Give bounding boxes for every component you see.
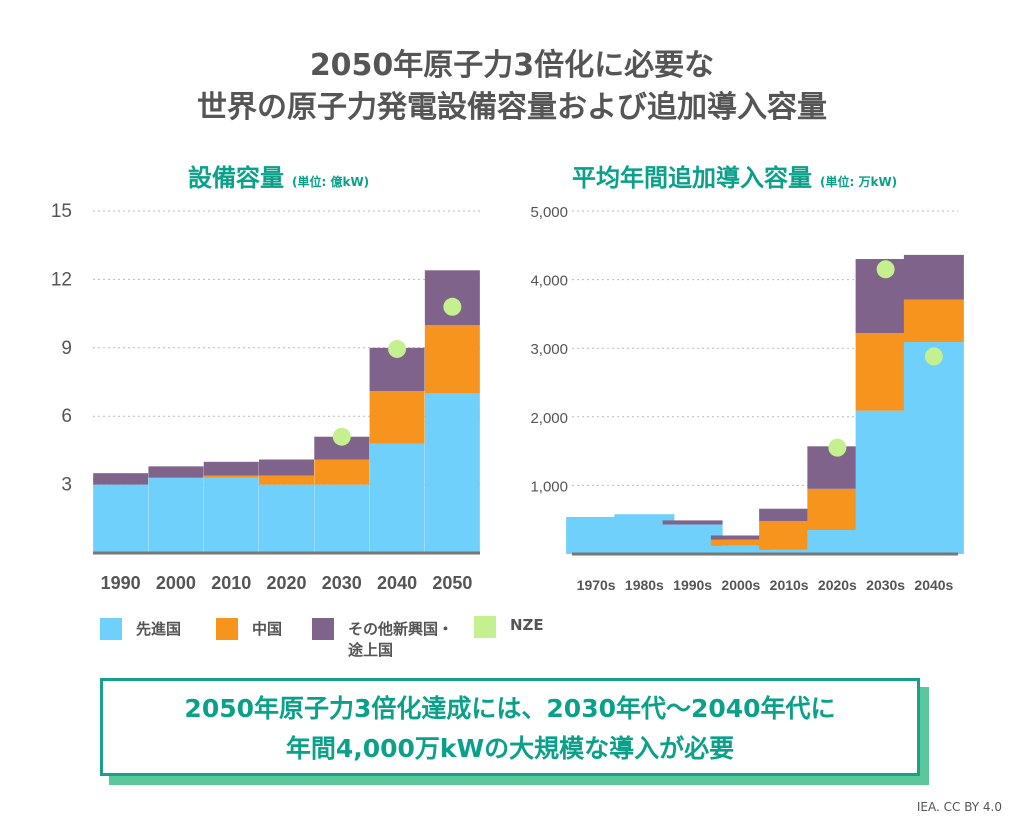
nze-point [443,297,462,316]
bar-segment [203,477,259,553]
x-tick-label: 2000 [156,573,196,593]
bar-segment [710,545,771,554]
legend-swatch [216,618,238,640]
title-line1: 2050年原子力3倍化に必要な [309,48,715,83]
source-credit: IEA. CC BY 4.0 [916,800,1002,814]
nze-point [332,427,351,446]
y-tick-label: 15 [51,201,72,222]
legend-label: 中国 [252,620,283,638]
legend-advanced: 先進国 [100,618,181,640]
bar-segment [662,520,723,525]
bar-segment [203,461,259,476]
y-tick-label: 12 [51,269,72,290]
x-tick-label: 2030 [322,573,362,593]
nze-point [924,347,943,366]
charts-svg: 3 6 9 12 15 1990 2000 2010 2020 2030 2040 2050 1,000… [51,201,964,593]
legend-china: 中国 [216,618,282,640]
bar-segment [259,475,314,485]
bar-segment [369,391,425,444]
y-tick-label: 9 [61,338,72,359]
legend-label: NZE [510,616,544,634]
legend-other: その他新興国・ 途上国 [312,618,453,660]
x-tick-label: 2010 [211,573,251,593]
bar-segment [903,254,964,300]
bar-segment [148,466,204,478]
bar-segment [759,549,820,554]
legend-swatch [100,618,122,640]
nze-point [876,260,895,279]
x-tick-label: 2050 [432,573,472,593]
right-chart-title: 平均年間追加導入容量 (単位: 万kW) [572,158,897,193]
bar-segment [314,484,370,553]
legend-nze: NZE [474,616,544,638]
conclusion-line1: 2050年原子力3倍化達成には、2030年代〜2040年代に [184,694,836,723]
bar-segment [903,342,964,554]
bar-segment [759,508,820,522]
conclusion-box: 2050年原子力3倍化達成には、2030年代〜2040年代に 年間4,000万kW… [100,678,920,776]
bar-segment [710,539,771,546]
bar-segment [259,484,314,553]
y-tick-label: 5,000 [530,204,568,221]
right-title-text: 平均年間追加導入容量 [572,164,812,192]
left-chart-title: 設備容量 (単位: 億kW) [188,158,369,193]
bar-segment [93,484,149,553]
legend-swatch [474,616,496,638]
x-tick-label: 2030s [866,577,905,593]
bar-segment [93,473,149,485]
nze-point [828,438,847,457]
x-tick-label: 1970s [577,577,616,593]
x-tick-label: 1990s [673,577,712,593]
nze-point [388,339,407,358]
x-tick-label: 1980s [625,577,664,593]
y-tick-label: 3,000 [530,341,568,358]
x-tick-label: 2000s [721,577,760,593]
left-title-text: 設備容量 [188,164,284,192]
y-tick-label: 1,000 [530,478,568,495]
conclusion-line2: 年間4,000万kWの大規模な導入が必要 [285,734,735,763]
y-tick-label: 4,000 [530,273,568,290]
title-line2: 世界の原子力発電設備容量および追加導入容量 [197,90,827,125]
y-tick-label: 6 [61,406,72,427]
x-tick-label: 2040s [914,577,953,593]
bar-segment [259,459,314,476]
bar-segment [314,436,370,460]
bar-segment [424,325,480,394]
legend-label: その他新興国・ 途上国 [348,620,454,659]
legend-swatch [312,618,334,640]
left-unit: (単位: 億kW) [292,175,370,189]
bar-segment [148,477,204,553]
x-tick-label: 2040 [377,573,417,593]
bar-segment [203,475,259,478]
bar-segment [424,270,480,325]
legend-label: 先進国 [136,620,182,638]
bar-segment [710,535,771,540]
bar-segment [314,459,370,485]
y-tick-label: 2,000 [530,410,568,427]
y-tick-label: 3 [61,475,72,496]
bar-segment [903,299,964,343]
x-tick-label: 2010s [770,577,809,593]
bar-segment [369,443,425,553]
bar-segment [424,393,480,553]
right-unit: (単位: 万kW) [820,175,898,189]
x-tick-label: 2020 [266,573,306,593]
x-tick-label: 2020s [818,577,857,593]
x-tick-label: 1990 [101,573,141,593]
